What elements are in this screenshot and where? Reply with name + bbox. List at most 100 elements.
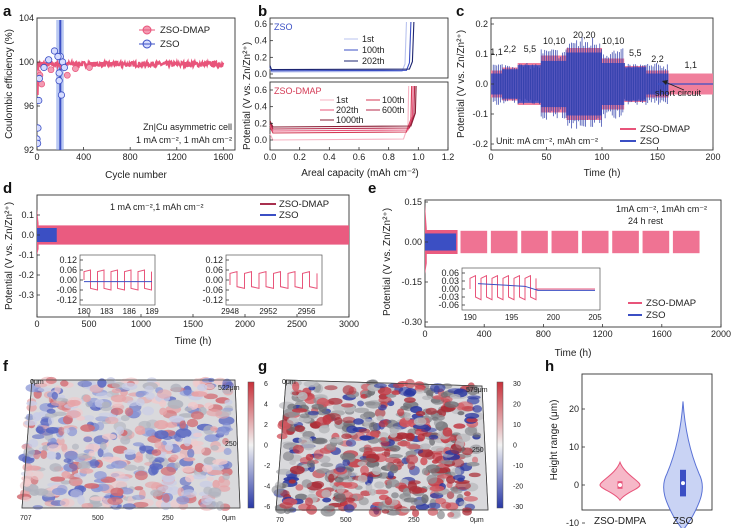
g-map-patch	[318, 425, 330, 434]
e-dmap-block	[612, 230, 639, 254]
f-map-patch	[193, 432, 203, 438]
g-map-patch	[373, 383, 387, 389]
zso-point	[45, 56, 53, 64]
zso-point	[55, 69, 63, 77]
f-map-patch	[153, 419, 169, 430]
panel-b-xlabel: Areal capacity (mAh cm⁻²)	[301, 168, 419, 179]
f-map-patch	[208, 487, 222, 497]
b-xtick-label: 0.6	[353, 152, 366, 162]
g-map-patch	[403, 497, 418, 503]
f-map-patch	[63, 462, 78, 472]
panel-e: e 0 400 800 1200 1600 20000.150.00-0.15-0.30 …	[368, 180, 731, 359]
b-bot-ytick-label: 0.6	[254, 85, 267, 95]
g-map-patch	[377, 386, 392, 396]
g-map-patch	[341, 403, 354, 408]
panel-a-note1: Zn|Cu asymmetric cell	[143, 122, 232, 132]
f-map-patch	[123, 464, 138, 471]
g-map-patch	[431, 445, 446, 452]
f-map-patch	[77, 380, 93, 388]
f-map-patch	[105, 416, 119, 425]
f-map-patch	[136, 398, 145, 407]
g-map-patch	[365, 482, 373, 492]
zso-point	[57, 91, 66, 99]
f-map-patch	[191, 391, 199, 397]
b-leg2-1000th: 1000th	[336, 115, 364, 125]
g-map-patch	[378, 420, 389, 428]
panel-a-note2: 1 mA cm⁻², 1 mAh cm⁻²	[136, 135, 232, 145]
g-map-patch	[358, 428, 371, 434]
f-map-patch	[120, 415, 130, 422]
g-map-patch	[388, 454, 403, 459]
panel-d-label: d	[3, 180, 12, 197]
zso-point	[55, 77, 63, 85]
g-map-patch	[472, 432, 482, 438]
f-map-patch	[174, 462, 181, 469]
panel-f-colorbar-ticks: 6 4 2 0 -2 -4 -6	[264, 381, 270, 511]
f-map-patch	[154, 440, 164, 449]
f-map-patch	[222, 473, 230, 481]
g-map-patch	[335, 463, 346, 473]
g-map-patch	[275, 468, 292, 475]
legend-dmap-e: ZSO-DMAP	[646, 298, 696, 309]
c-rate-label-2: 5,5	[524, 44, 537, 54]
panel-b-plot	[269, 21, 417, 141]
zso-point	[37, 139, 42, 147]
d-in1-ytick-label: 0.06	[59, 265, 77, 275]
d-in2-xtick-label: 2956	[298, 307, 316, 316]
panel-g-colorbar-ticks: 30 20 10 0 -10 -20 -30	[513, 381, 523, 511]
f-map-patch	[197, 383, 208, 392]
a-ytick-label: 100	[19, 57, 34, 67]
f-cb-label: 0	[264, 443, 268, 450]
g-map-patch	[353, 418, 364, 425]
f-map-patch	[69, 399, 81, 406]
e-in-ytick-label: 0.03	[441, 276, 459, 286]
panel-d-inset2-plot: 0.120.060.00-0.06-0.12 2948 2952 2956	[202, 255, 318, 316]
panel-h-plot	[599, 401, 703, 528]
g-map-patch	[372, 466, 382, 476]
f-map-patch	[110, 407, 124, 416]
f-map-patch	[176, 495, 190, 505]
f-map-patch	[181, 489, 197, 499]
c-rate-label-8: 1,1	[685, 60, 698, 70]
h-median-dmpa	[618, 483, 622, 487]
g-map-patch	[457, 411, 465, 416]
zso-point	[37, 124, 42, 132]
f-map-patch	[164, 443, 174, 452]
g-map-patch	[466, 385, 480, 396]
f-map-patch	[28, 438, 39, 448]
g-map-patch	[327, 397, 343, 405]
f-map-patch	[212, 458, 228, 465]
g-cb-label: 20	[513, 402, 521, 409]
f-map-patch	[77, 453, 92, 459]
g-map-patch	[345, 439, 357, 447]
b-leg2-600th: 600th	[382, 105, 405, 115]
f-map-patch	[144, 481, 160, 489]
f-map-patch	[134, 425, 146, 435]
f-map-patch	[122, 503, 136, 510]
e-in-zso-line	[477, 283, 595, 291]
f-map-patch	[150, 489, 163, 497]
f-map-patch	[201, 495, 213, 506]
f-map-patch	[61, 471, 71, 479]
f-map-patch	[135, 451, 143, 461]
d-xtick-label: 500	[81, 319, 96, 329]
g-map-patch	[277, 421, 291, 430]
f-map-patch	[204, 402, 214, 410]
panel-e-cond1: 1mA cm⁻², 1mAh cm⁻²	[616, 204, 707, 214]
c-rate-label-1: 2,2	[504, 44, 517, 54]
panel-d-xlabel: Time (h)	[175, 336, 212, 347]
f-map-patch	[80, 424, 95, 432]
f-map-patch	[190, 439, 199, 447]
g-map-patch	[324, 385, 338, 391]
c-rate-label-6: 5,5	[629, 48, 642, 58]
g-map-patch	[340, 452, 356, 461]
g-map-patch	[291, 391, 300, 396]
f-map-patch	[206, 409, 223, 417]
h-ytick-label: 0	[574, 480, 579, 490]
g-map-patch	[374, 481, 385, 489]
f-map-patch	[183, 436, 192, 447]
panel-e-cond2: 24 h rest	[628, 216, 664, 226]
g-map-patch	[453, 423, 466, 429]
c-rate-label-4: 20,20	[573, 30, 596, 40]
zso-point	[54, 52, 62, 61]
